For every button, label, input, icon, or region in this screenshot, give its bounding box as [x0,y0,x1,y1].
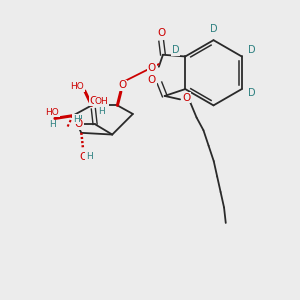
Text: O: O [75,119,83,129]
Text: OH: OH [94,98,108,106]
Text: D: D [210,24,217,34]
Text: H: H [86,152,93,161]
Text: O: O [148,64,156,74]
Text: O: O [182,93,190,103]
Text: H: H [73,115,80,124]
Text: O: O [79,152,87,162]
Text: H: H [50,120,56,129]
Text: D: D [172,45,179,55]
Text: O: O [157,28,165,38]
Text: HO: HO [70,82,84,91]
Text: D: D [248,45,255,55]
Text: H: H [98,107,105,116]
Text: O: O [89,96,98,106]
Text: HO: HO [45,108,59,117]
Text: O: O [148,75,156,85]
Text: D: D [248,88,255,98]
Text: O: O [118,80,127,91]
Text: H: H [76,115,82,124]
